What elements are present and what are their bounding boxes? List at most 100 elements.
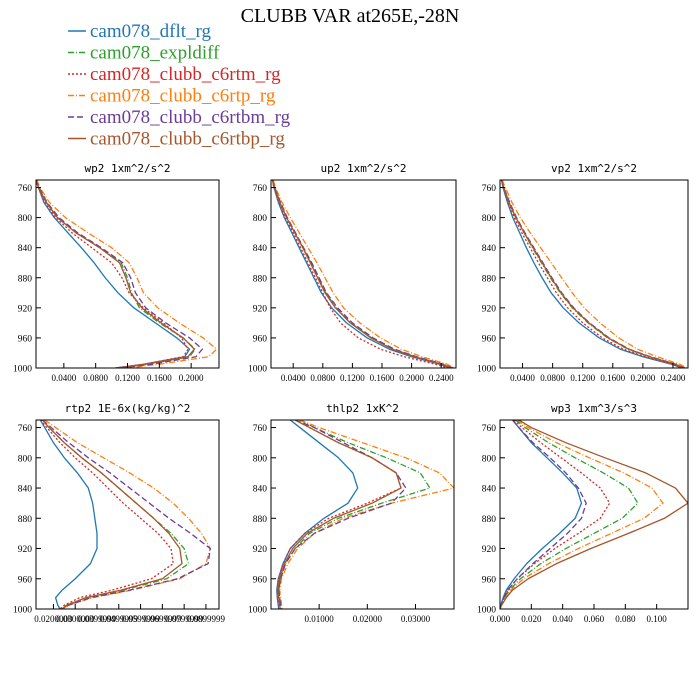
xtick-label-1-3: 0.1200 — [115, 373, 140, 383]
series-line-5-3 — [276, 420, 402, 609]
ytick-label-6-5: 920 — [482, 545, 497, 555]
series-line-1-1 — [36, 180, 191, 368]
ytick-label-5-5: 920 — [253, 545, 268, 555]
series-line-3-2 — [500, 180, 685, 368]
ytick-label-6-4: 880 — [482, 515, 497, 525]
xtick-label-3-5: 0.2000 — [631, 373, 656, 383]
series-line-3-3 — [500, 180, 683, 368]
ytick-label-6-6: 960 — [482, 575, 497, 585]
series-line-4-3 — [39, 420, 174, 609]
ytick-label-3-7: 1000 — [477, 365, 496, 375]
xtick-label-3-2: 0.0800 — [540, 373, 565, 383]
xtick-label-4-2: 0.0300000 — [56, 614, 95, 624]
xtick-label-1-2: 0.0800 — [83, 373, 108, 383]
ytick-label-6-2: 800 — [482, 454, 497, 464]
panel-title-2: up2 1xm^2/s^2 — [320, 162, 406, 175]
xtick-label-3-1: 0.0400 — [510, 373, 535, 383]
series-line-2-1 — [271, 180, 451, 368]
panel-title-4: rtp2 1E-6x(kg/kg)^2 — [65, 402, 191, 415]
series-line-4-6 — [42, 420, 183, 609]
ytick-label-2-7: 1000 — [248, 365, 267, 375]
series-line-3-4 — [501, 180, 687, 368]
xtick-label-6-1: 0.000 — [490, 614, 511, 624]
ytick-label-5-3: 840 — [253, 485, 268, 495]
ytick-label-5-1: 760 — [253, 424, 268, 434]
ytick-label-1-6: 960 — [18, 334, 33, 344]
ytick-label-1-7: 1000 — [13, 365, 32, 375]
ytick-label-1-5: 920 — [18, 304, 33, 314]
ytick-label-5-2: 800 — [253, 454, 268, 464]
panel-title-1: wp2 1xm^2/s^2 — [84, 162, 170, 175]
series-line-1-2 — [36, 180, 196, 368]
ytick-label-4-4: 880 — [18, 515, 33, 525]
ytick-label-2-6: 960 — [253, 334, 268, 344]
ytick-label-2-4: 880 — [253, 274, 268, 284]
ytick-label-6-7: 1000 — [477, 606, 496, 616]
series-line-3-5 — [500, 180, 686, 368]
ytick-label-5-6: 960 — [253, 575, 268, 585]
ytick-label-4-7: 1000 — [13, 606, 32, 616]
panel-4: rtp2 1E-6x(kg/kg)^2 760 800 840 880 920 960 100… — [13, 402, 226, 624]
xtick-label-5-1: 0.01000 — [305, 614, 335, 624]
ytick-label-1-1: 760 — [18, 184, 33, 194]
panel-title-3: vp2 1xm^2/s^2 — [551, 162, 637, 175]
panel-1: wp2 1xm^2/s^2 760 800 840 880 920 960 1000 0.040… — [13, 162, 220, 383]
ytick-label-4-2: 800 — [18, 454, 33, 464]
ytick-label-2-1: 760 — [253, 184, 268, 194]
series-line-5-4 — [279, 420, 454, 609]
xtick-label-1-4: 0.1600 — [147, 373, 172, 383]
series-line-1-3 — [36, 180, 189, 368]
ytick-label-3-1: 760 — [482, 184, 497, 194]
xtick-label-4-6: 0.0699999 — [143, 614, 182, 624]
ytick-label-3-6: 960 — [482, 334, 497, 344]
legend-entry-6: cam078_clubb_c6rtbp_rg — [90, 129, 285, 150]
xtick-label-6-2: 0.020 — [521, 614, 542, 624]
panel-frame-2 — [270, 179, 457, 369]
ytick-label-3-4: 880 — [482, 274, 497, 284]
xtick-label-1-1: 0.0400 — [51, 373, 76, 383]
xtick-label-2-4: 0.1600 — [370, 373, 395, 383]
ytick-label-6-3: 840 — [482, 485, 497, 495]
ytick-label-4-1: 760 — [18, 424, 33, 434]
ytick-label-6-1: 760 — [482, 424, 497, 434]
xtick-label-3-4: 0.1600 — [600, 373, 625, 383]
series-line-4-2 — [42, 420, 190, 609]
xtick-label-6-5: 0.080 — [615, 614, 636, 624]
panel-frame-5 — [270, 419, 455, 610]
series-line-4-4 — [44, 420, 211, 609]
ytick-label-3-2: 800 — [482, 214, 497, 224]
series-line-3-6 — [500, 180, 685, 368]
figure-title: CLUBB VAR at265E,-28N — [241, 5, 460, 27]
ytick-label-4-3: 840 — [18, 485, 33, 495]
panel-title-6: wp3 1xm^3/s^3 — [551, 402, 637, 415]
series-line-2-4 — [272, 180, 455, 368]
xtick-label-4-8: 0.0899999 — [187, 614, 226, 624]
series-line-2-3 — [271, 180, 449, 368]
series-line-2-5 — [271, 180, 454, 368]
xtick-label-6-3: 0.040 — [553, 614, 574, 624]
series-line-5-6 — [277, 420, 402, 609]
xtick-label-4-4: 0.0499999 — [100, 614, 139, 624]
series-line-6-1 — [500, 420, 583, 609]
ytick-label-3-3: 840 — [482, 244, 497, 254]
series-line-6-4 — [500, 420, 664, 609]
ytick-label-2-5: 920 — [253, 304, 268, 314]
legend-entry-1: cam078_dflt_rg — [90, 21, 212, 42]
series-line-4-1 — [39, 420, 98, 609]
legend-entry-4: cam078_clubb_c6rtp_rg — [90, 86, 276, 107]
xtick-label-6-6: 0.100 — [647, 614, 668, 624]
series-line-1-6 — [36, 180, 195, 368]
xtick-label-4-1: 0.0200000 — [34, 614, 73, 624]
xtick-label-3-6: 0.2400 — [661, 373, 686, 383]
ytick-label-3-5: 920 — [482, 304, 497, 314]
series-line-5-5 — [278, 420, 407, 609]
legend-entry-3: cam078_clubb_c6rtm_rg — [90, 64, 281, 85]
series-line-6-6 — [500, 420, 688, 609]
series-line-6-2 — [500, 420, 639, 609]
xtick-label-4-5: 0.0599999 — [121, 614, 160, 624]
panel-5: thlp2 1xK^2 760 800 840 880 920 960 1000 0.01000… — [248, 402, 455, 624]
series-line-5-1 — [276, 420, 359, 609]
xtick-label-4-3: 0.0399999 — [78, 614, 117, 624]
ytick-label-2-3: 840 — [253, 244, 268, 254]
ytick-label-5-4: 880 — [253, 515, 268, 525]
